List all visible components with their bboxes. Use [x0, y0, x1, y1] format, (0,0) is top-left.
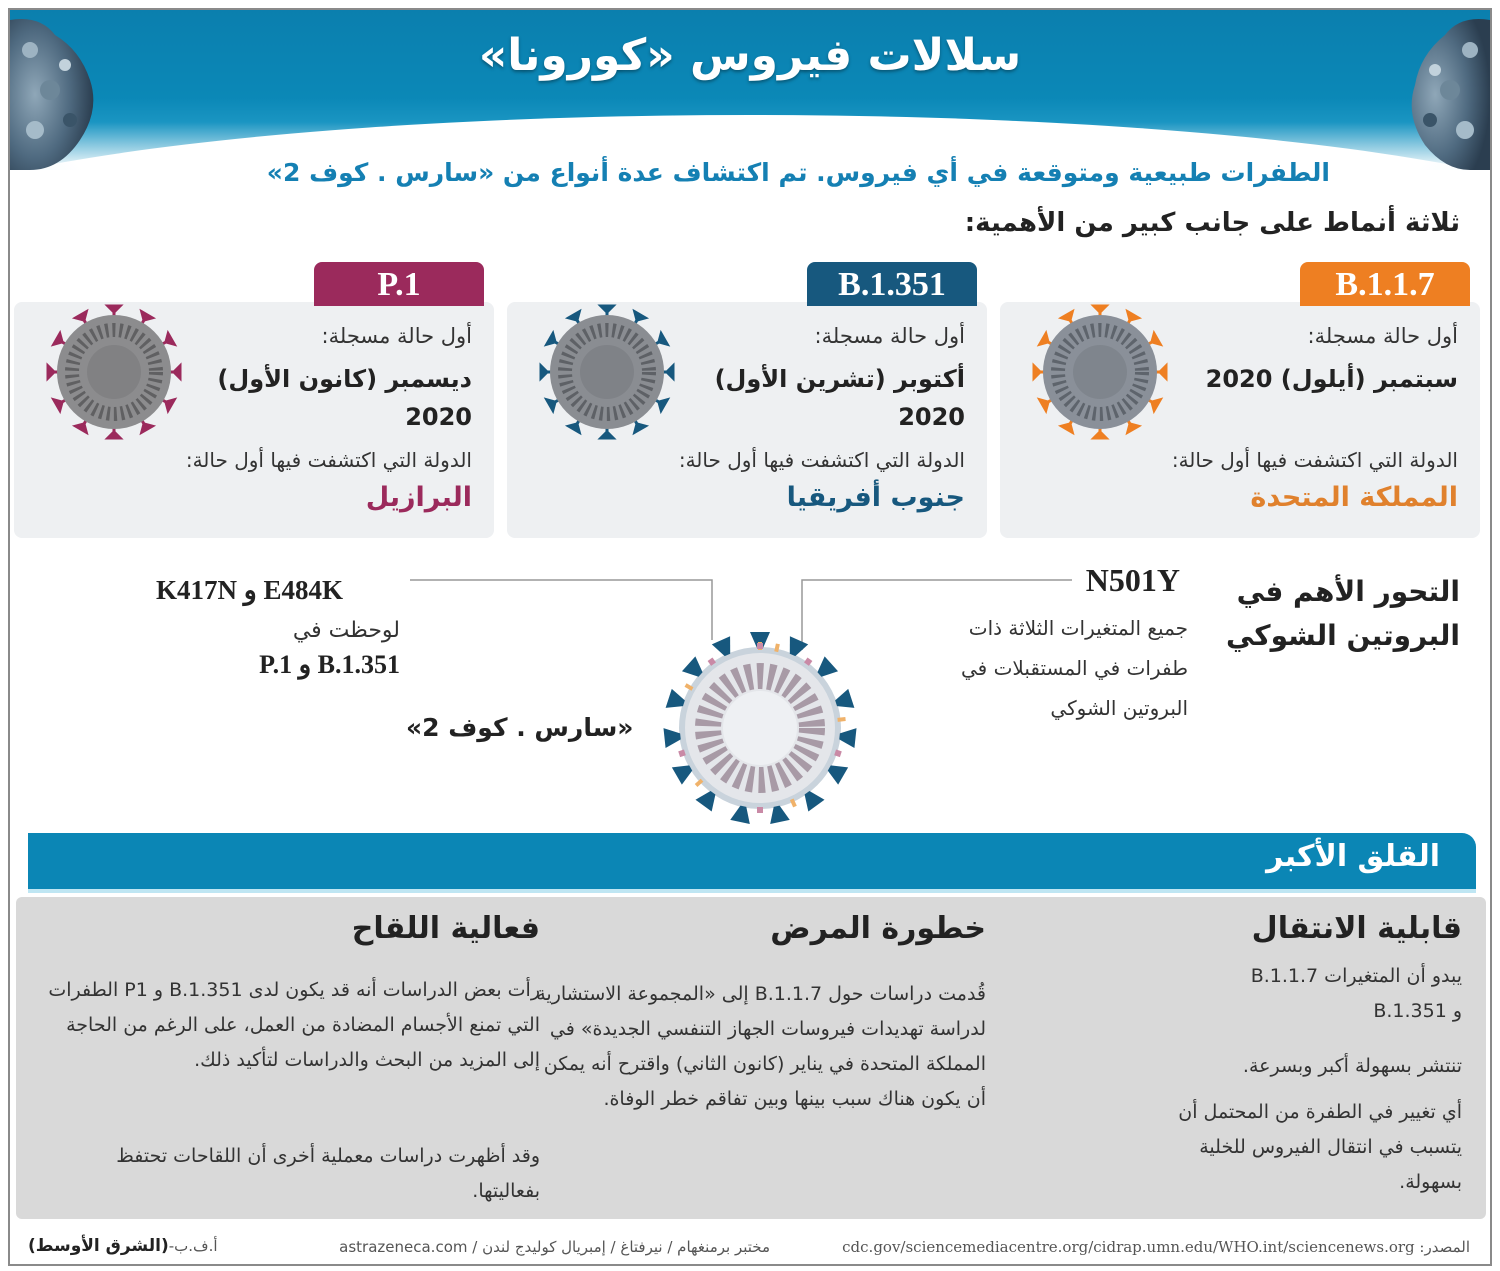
infographic: سلالات فيروس «كورونا» الطفرات طبيعية ومت…	[8, 8, 1492, 1266]
concern-title: القلق الأكبر	[1266, 839, 1440, 874]
n501y-description: جميع المتغيرات الثلاثة ذات طفرات في المس…	[961, 616, 1188, 720]
e484k-strains: B.1.351 و P.1	[259, 650, 400, 679]
first-case-label: أول حالة مسجلة:	[1307, 324, 1458, 348]
variant-card-p1: P.1 أول حالة مسجلة: ديسمبر (كانون الأول)…	[14, 262, 494, 538]
agency-name: (الشرق الأوسط)	[28, 1236, 169, 1256]
concern-column-transmissibility: قابلية الانتقال يبدو أن المتغيرات B.1.1.…	[1066, 897, 1486, 1219]
virus-photo-icon	[10, 19, 94, 170]
footer: المصدر: cdc.gov/sciencemediacentre.org/c…	[10, 1230, 1490, 1264]
column-paragraph: رأت بعض الدراسات أنه قد يكون لدى B.1.351…	[48, 979, 540, 1071]
variant-card-b1351: B.1.351 أول حالة مسجلة: أكتوبر (تشرين ال…	[507, 262, 987, 538]
virus-magenta-icon	[46, 304, 182, 440]
first-case-date: أكتوبر (تشرين الأول) 2020	[714, 365, 965, 431]
sars-cov-2-label: «سارس . كوف 2»	[406, 713, 634, 742]
concern-banner: القلق الأكبر	[28, 833, 1476, 893]
column-heading: فعالية اللقاح	[351, 911, 540, 946]
variant-code-badge: B.1.1.7	[1300, 262, 1470, 306]
country-label: الدولة التي اكتشفت فيها أول حالة:	[185, 448, 472, 472]
virus-orange-icon	[1032, 304, 1168, 440]
concern-column-severity: خطورة المرض قُدمت دراسات حول B.1.1.7 إلى…	[536, 897, 1066, 1219]
column-paragraph: وقد أظهرت دراسات معملية أخرى أن اللقاحات…	[116, 1145, 540, 1202]
column-heading: قابلية الانتقال	[1251, 911, 1462, 946]
country-name: البرازيل	[365, 482, 472, 513]
e484k-description: لوحظت في B.1.351 و P.1	[160, 614, 400, 682]
source-text: المصدر: cdc.gov/sciencemediacentre.org/c…	[842, 1238, 1470, 1256]
column-paragraph: تنتشر بسهولة أكبر وبسرعة.	[1242, 1055, 1462, 1077]
country-label: الدولة التي اكتشفت فيها أول حالة:	[1171, 448, 1458, 472]
column-heading: خطورة المرض	[770, 911, 986, 946]
concern-panel: قابلية الانتقال يبدو أن المتغيرات B.1.1.…	[16, 897, 1486, 1219]
first-case-date: سبتمبر (أيلول) 2020	[1205, 365, 1458, 393]
country-name: جنوب أفريقيا	[786, 482, 965, 513]
country-name: المملكة المتحدة	[1250, 482, 1458, 513]
first-case-date: ديسمبر (كانون الأول) 2020	[217, 365, 472, 431]
first-case-label: أول حالة مسجلة:	[321, 324, 472, 348]
agency-credit: أ.ف.ب-(الشرق الأوسط)	[28, 1236, 218, 1256]
n501y-code: N501Y	[1085, 562, 1180, 598]
column-paragraph: قُدمت دراسات حول B.1.1.7 إلى «المجموعة ا…	[536, 983, 986, 1110]
concern-column-vaccine-efficacy: فعالية اللقاح رأت بعض الدراسات أنه قد يك…	[16, 897, 556, 1219]
column-paragraph: أي تغيير في الطفرة من المحتمل أن يتسبب ف…	[1178, 1101, 1462, 1193]
virus-photo-icon	[1411, 19, 1490, 170]
first-case-label: أول حالة مسجلة:	[814, 324, 965, 348]
intro-text: الطفرات طبيعية ومتوقعة في أي فيروس. تم ا…	[266, 158, 1330, 187]
mutation-section-title: التحور الأهم في البروتين الشوكي	[1225, 575, 1460, 652]
column-paragraph: يبدو أن المتغيرات B.1.1.7 و B.1.351	[1250, 965, 1462, 1022]
lead-text: ثلاثة أنماط على جانب كبير من الأهمية:	[964, 208, 1460, 238]
header-banner: سلالات فيروس «كورونا»	[10, 10, 1490, 170]
e484k-k417n-code: E484K و K417N	[156, 575, 344, 605]
variant-card-b117: B.1.1.7 أول حالة مسجلة: سبتمبر (أيلول) 2…	[1000, 262, 1480, 538]
page-title: سلالات فيروس «كورونا»	[478, 30, 1022, 81]
virus-blue-icon	[539, 304, 675, 440]
e484k-observed-in: لوحظت في	[292, 618, 400, 643]
variant-code-badge: B.1.351	[807, 262, 977, 306]
credits-text: مختبر برمنغهام / نيرفتاغ / إمبريال كوليد…	[339, 1238, 770, 1256]
sars-cov-2-virus-icon	[663, 632, 857, 824]
agency-prefix: أ.ف.ب-	[168, 1237, 218, 1255]
variant-code-badge: P.1	[314, 262, 484, 306]
country-label: الدولة التي اكتشفت فيها أول حالة:	[678, 448, 965, 472]
